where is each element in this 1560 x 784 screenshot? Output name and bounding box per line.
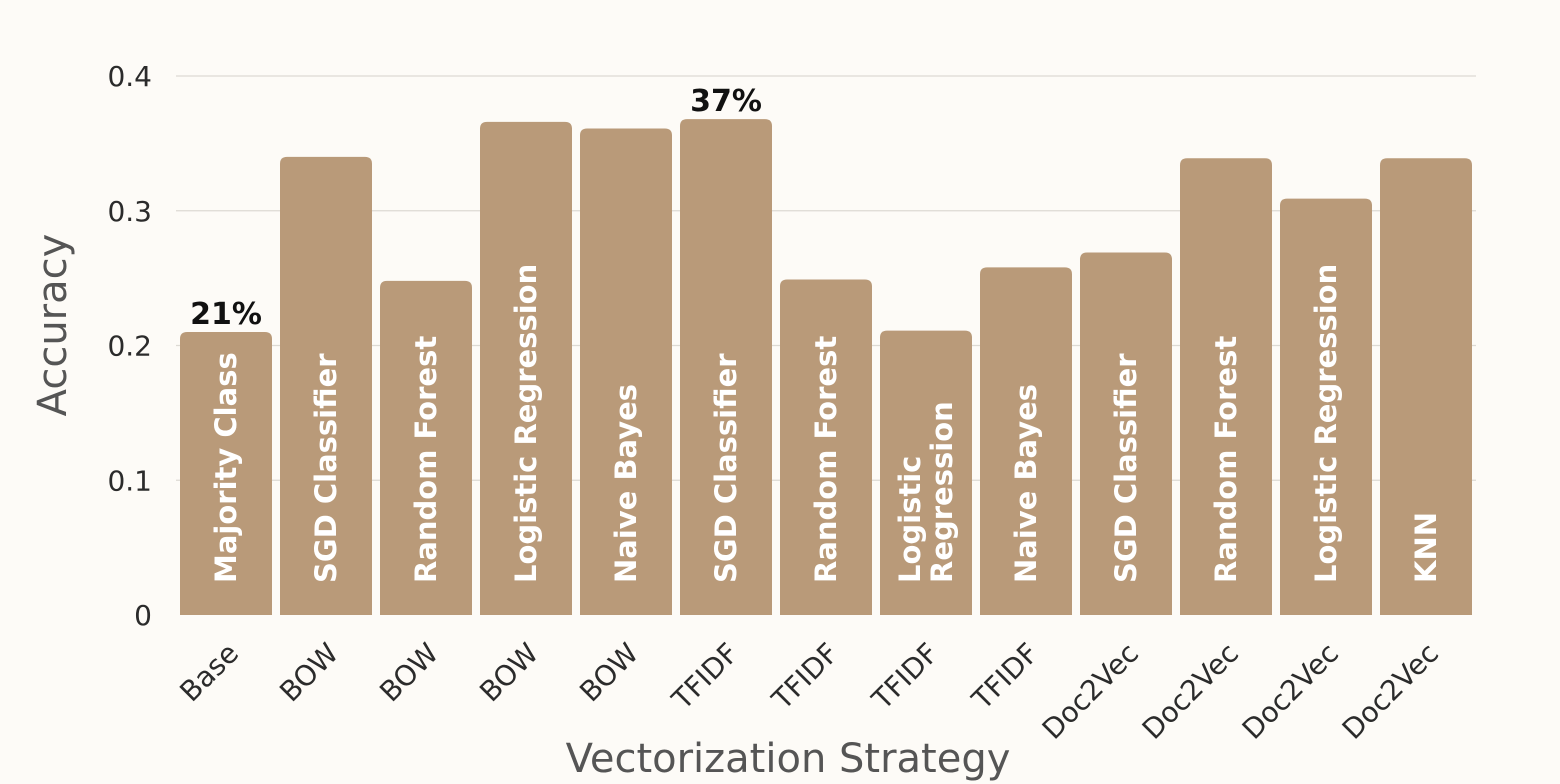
bar-label: Random Forest [1209, 336, 1243, 583]
bar-label: Naive Bayes [609, 384, 643, 583]
bar-label: LogisticRegression [893, 401, 959, 583]
x-axis-ticks: Base BOW BOW BOW BOW TFIDF TFIDF TFIDF TFIDFDoc2… [173, 637, 1445, 746]
x-axis-title: Vectorization Strategy [566, 736, 1011, 782]
x-tick-label: BOW [373, 637, 445, 709]
bar-label-line: Random Forest [409, 336, 443, 583]
y-tick-label: 0.1 [107, 464, 152, 497]
data-label: 37% [690, 84, 762, 119]
y-tick-label: 0 [134, 599, 152, 632]
bar [1280, 198, 1372, 615]
bar-label: Logistic Regression [509, 264, 543, 583]
y-tick-label: 0.4 [107, 60, 152, 93]
bar-label-line: Logistic Regression [1309, 264, 1343, 583]
x-tick-label: BOW [573, 637, 645, 709]
bar-label: SGD Classifier [709, 353, 743, 583]
y-axis-title: Accuracy [30, 234, 76, 417]
bar [580, 128, 672, 616]
x-tick-label: BOW [273, 637, 345, 709]
x-tick-label: Doc2Vec [1036, 637, 1145, 746]
bar [1080, 252, 1172, 615]
y-tick-label: 0.3 [107, 195, 152, 228]
bar [380, 280, 472, 615]
bar-labels: Majority Class SGD Classifier Random Fores… [209, 264, 1443, 583]
y-axis-ticks: 0 0.1 0.2 0.3 0.4 [107, 60, 152, 632]
bar-label-line: Logistic [893, 456, 927, 583]
bar-label-line: SGD Classifier [709, 353, 743, 583]
bar-label-line: Naive Bayes [609, 384, 643, 583]
bar [880, 330, 972, 615]
bar-label: KNN [1409, 512, 1443, 583]
bar-label-line: SGD Classifier [309, 353, 343, 583]
x-tick-label: Base [173, 637, 245, 709]
x-tick-label: Doc2Vec [1136, 637, 1245, 746]
bar [480, 121, 572, 615]
bar-label: Majority Class [209, 352, 243, 583]
x-tick-label: TFIDF [765, 637, 845, 717]
bar-label: SGD Classifier [309, 353, 343, 583]
bar-label-line: Naive Bayes [1009, 384, 1043, 583]
bar-label-line: Logistic Regression [509, 264, 543, 583]
bar [1180, 158, 1272, 615]
bars [180, 119, 1472, 616]
bar [680, 119, 772, 616]
bar-label-line: SGD Classifier [1109, 353, 1143, 583]
x-tick-label: BOW [473, 637, 545, 709]
bar [980, 267, 1072, 615]
bar [180, 332, 272, 615]
bar-label-line: Random Forest [1209, 336, 1243, 583]
x-tick-label: Doc2Vec [1336, 637, 1445, 746]
bar [1380, 158, 1472, 615]
bar-label-line: Regression [925, 401, 959, 583]
bar-label-line: Random Forest [809, 336, 843, 583]
bar-label-line: KNN [1409, 512, 1443, 583]
y-tick-label: 0.2 [107, 330, 152, 363]
x-tick-label: TFIDF [965, 637, 1045, 717]
data-label: 21% [190, 297, 262, 332]
bar-label: Random Forest [809, 336, 843, 583]
x-tick-label: TFIDF [665, 637, 745, 717]
bar [280, 156, 372, 615]
x-tick-label: Doc2Vec [1236, 637, 1345, 746]
bar-label: Naive Bayes [1009, 384, 1043, 583]
x-tick-label: TFIDF [865, 637, 945, 717]
bar-label-line: Majority Class [209, 352, 243, 583]
bar-label: Logistic Regression [1309, 264, 1343, 583]
data-labels: 21% 37% [190, 84, 762, 332]
bar [780, 279, 872, 615]
bar-label: SGD Classifier [1109, 353, 1143, 583]
bar-label: Random Forest [409, 336, 443, 583]
